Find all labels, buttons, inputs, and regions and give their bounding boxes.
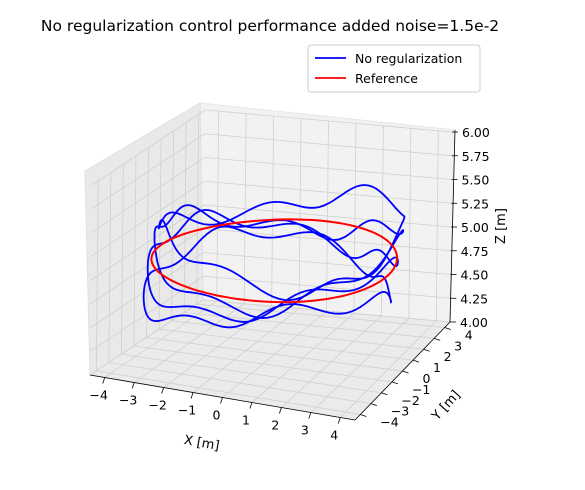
grid-line-z-left xyxy=(89,299,204,376)
series-reference-line xyxy=(150,218,399,304)
x-tick-label: 1 xyxy=(242,413,250,428)
z-tick-label: 5.25 xyxy=(461,196,489,211)
legend-box xyxy=(307,44,481,93)
grid-line-z-back xyxy=(204,133,452,157)
series-no-regularization-loop xyxy=(157,184,406,302)
legend-label-reference: Reference xyxy=(355,71,418,86)
z-tick-label: 5.50 xyxy=(462,173,490,188)
y-tick-mark xyxy=(360,414,367,417)
y-tick-mark xyxy=(444,327,451,330)
z-axis-label: Z [m] xyxy=(494,208,509,244)
z-tick-label: 5.75 xyxy=(462,149,490,164)
z-axis-line xyxy=(449,129,456,323)
z-ticks: 4.00 4.25 4.50 4.75 5.00 5.25 5.50 5.75 6.00 xyxy=(450,125,490,330)
z-tick-label: 4.25 xyxy=(460,291,488,306)
x-tick-mark xyxy=(102,377,106,384)
legend: No regularization Reference xyxy=(307,44,481,93)
z-tick-label: 5.00 xyxy=(461,220,489,235)
x-tick-label: −3 xyxy=(119,393,137,408)
x-tick-mark xyxy=(308,412,312,419)
y-tick-mark xyxy=(402,370,409,374)
y-tick-label: 4 xyxy=(465,327,473,342)
grid-line-z-back xyxy=(203,252,451,275)
x-tick-mark xyxy=(161,387,164,394)
y-tick-mark xyxy=(434,337,441,341)
y-tick-label: 3 xyxy=(454,338,462,353)
y-tick-label: −4 xyxy=(380,415,398,430)
grid-line-y-floor xyxy=(133,345,392,383)
grid-line-z-back xyxy=(203,204,452,228)
grid-line-y-floor xyxy=(146,337,403,372)
grid-line-y-floor xyxy=(171,320,424,350)
grid-line-z-left xyxy=(91,157,205,233)
y-tick-label: 0 xyxy=(423,371,431,386)
x-tick-mark xyxy=(279,407,282,414)
grid-line-y-floor xyxy=(108,362,371,405)
grid-line-z-left xyxy=(90,252,204,328)
x-tick-label: 2 xyxy=(271,418,279,433)
grid-line-y-floor xyxy=(196,303,445,328)
grid-line-z-back xyxy=(204,157,452,180)
x-tick-label: −1 xyxy=(178,403,196,418)
z-tick-label: 4.75 xyxy=(461,244,489,259)
grid-line-z-back xyxy=(202,299,451,323)
grid-line-z-left xyxy=(91,180,205,257)
grid-line-y-floor xyxy=(159,328,414,361)
grid-line-y-floor xyxy=(96,370,361,415)
y-tick-label: −3 xyxy=(391,404,409,419)
x-tick-mark xyxy=(220,397,223,404)
series-layer xyxy=(142,184,406,329)
grid-line-z-left xyxy=(91,133,205,210)
x-tick-label: 0 xyxy=(213,408,221,423)
chart-title: No regularization control performance ad… xyxy=(41,17,499,35)
z-tick-label: 4.00 xyxy=(460,315,488,330)
y-tick-label: 1 xyxy=(433,360,441,375)
z-tick-label: 4.50 xyxy=(461,268,489,283)
x-tick-label: 4 xyxy=(330,428,338,443)
y-tick-mark xyxy=(391,381,399,385)
series-no-regularization-loop xyxy=(153,204,405,320)
grid-line-z-back xyxy=(204,180,452,204)
x-axis-label: X [m] xyxy=(183,433,221,454)
legend-label-no-regularization: No regularization xyxy=(355,51,462,66)
axes-panes xyxy=(84,102,456,421)
z-tick-label: 6.00 xyxy=(462,125,490,140)
x-tick-label: −4 xyxy=(90,388,108,403)
grid-line-y-floor xyxy=(121,353,382,394)
y-axis-label: Y [m] xyxy=(428,388,463,425)
y-tick-mark xyxy=(370,403,377,407)
y-tick-label: −1 xyxy=(412,382,430,397)
y-tick-mark xyxy=(412,359,420,363)
y-tick-label: −2 xyxy=(401,393,419,408)
x-tick-label: −2 xyxy=(148,398,166,413)
x-tick-mark xyxy=(190,392,194,399)
x-tick-label: 3 xyxy=(301,423,309,438)
grid-line-z-back xyxy=(204,109,453,133)
x-tick-mark xyxy=(131,382,135,389)
x-tick-mark xyxy=(249,402,253,409)
y-tick-label: 2 xyxy=(444,349,452,364)
grid-line-z-left xyxy=(91,109,206,186)
x-ticks: −4 −3 −2 −1 0 1 2 3 4 xyxy=(90,377,341,443)
y-tick-mark xyxy=(381,392,388,396)
y-tick-mark xyxy=(423,348,430,352)
x-tick-mark xyxy=(337,417,341,424)
